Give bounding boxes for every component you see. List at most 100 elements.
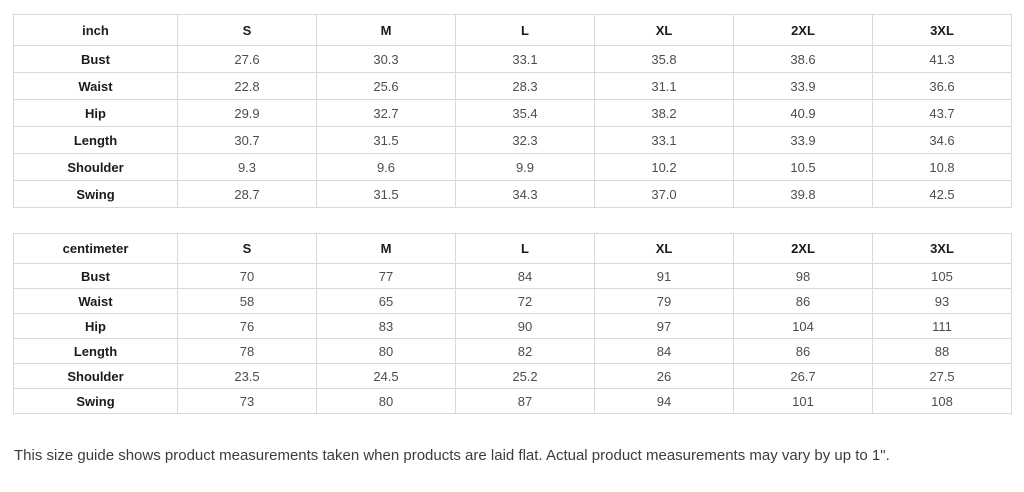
value-cell: 25.2 [455,363,595,389]
row-label-cell: Shoulder [13,153,178,181]
value-cell: 9.3 [177,153,317,181]
row-label-cell: Waist [13,72,178,100]
value-cell: 28.3 [455,72,595,100]
size-table-centimeter: centimeter S M L XL 2XL 3XL Bust 70 77 84 91 98 105 Wa… [13,233,1012,414]
value-cell: 86 [733,288,873,314]
value-cell: 33.9 [733,126,873,154]
row-label-cell: Hip [13,313,178,339]
row-label-cell: Hip [13,99,178,127]
value-cell: 58 [177,288,317,314]
value-cell: 32.3 [455,126,595,154]
value-cell: 104 [733,313,873,339]
value-cell: 10.2 [594,153,734,181]
value-cell: 70 [177,263,317,289]
unit-header-cell: centimeter [13,233,178,264]
table-row: Hip 29.9 32.7 35.4 38.2 40.9 43.7 [13,99,1012,127]
table-row: Shoulder 23.5 24.5 25.2 26 26.7 27.5 [13,363,1012,389]
value-cell: 86 [733,338,873,364]
row-label-cell: Swing [13,180,178,208]
size-guide-note: This size guide shows product measuremen… [14,447,890,464]
value-cell: 43.7 [872,99,1012,127]
value-cell: 33.9 [733,72,873,100]
value-cell: 39.8 [733,180,873,208]
size-header-cell: 2XL [733,233,873,264]
value-cell: 33.1 [594,126,734,154]
value-cell: 93 [872,288,1012,314]
size-header-cell: M [316,233,456,264]
value-cell: 30.3 [316,45,456,73]
size-header-cell: XL [594,233,734,264]
value-cell: 34.3 [455,180,595,208]
value-cell: 28.7 [177,180,317,208]
value-cell: 27.6 [177,45,317,73]
value-cell: 26.7 [733,363,873,389]
table-row: Hip 76 83 90 97 104 111 [13,313,1012,339]
value-cell: 90 [455,313,595,339]
value-cell: 35.8 [594,45,734,73]
value-cell: 40.9 [733,99,873,127]
value-cell: 27.5 [872,363,1012,389]
table-header-row: centimeter S M L XL 2XL 3XL [13,233,1012,264]
size-header-cell: L [455,14,595,46]
value-cell: 101 [733,388,873,414]
value-cell: 72 [455,288,595,314]
size-header-cell: L [455,233,595,264]
value-cell: 33.1 [455,45,595,73]
value-cell: 9.6 [316,153,456,181]
size-guide-section: inch S M L XL 2XL 3XL Bust 27.6 30.3 33.1 35.8 38.6 4… [13,14,1012,464]
value-cell: 97 [594,313,734,339]
value-cell: 82 [455,338,595,364]
table-row: Length 78 80 82 84 86 88 [13,338,1012,364]
size-header-cell: 2XL [733,14,873,46]
value-cell: 65 [316,288,456,314]
value-cell: 88 [872,338,1012,364]
size-header-cell: XL [594,14,734,46]
table-row: Swing 28.7 31.5 34.3 37.0 39.8 42.5 [13,180,1012,208]
value-cell: 22.8 [177,72,317,100]
value-cell: 36.6 [872,72,1012,100]
size-header-cell: M [316,14,456,46]
size-header-cell: 3XL [872,233,1012,264]
table-row: Bust 27.6 30.3 33.1 35.8 38.6 41.3 [13,45,1012,73]
table-row: Waist 58 65 72 79 86 93 [13,288,1012,314]
value-cell: 108 [872,388,1012,414]
size-table-inch: inch S M L XL 2XL 3XL Bust 27.6 30.3 33.1 35.8 38.6 4… [13,14,1012,208]
row-label-cell: Swing [13,388,178,414]
value-cell: 87 [455,388,595,414]
value-cell: 26 [594,363,734,389]
value-cell: 41.3 [872,45,1012,73]
row-label-cell: Bust [13,45,178,73]
value-cell: 94 [594,388,734,414]
value-cell: 98 [733,263,873,289]
value-cell: 78 [177,338,317,364]
value-cell: 10.5 [733,153,873,181]
value-cell: 31.1 [594,72,734,100]
table-header-row: inch S M L XL 2XL 3XL [13,14,1012,46]
row-label-cell: Shoulder [13,363,178,389]
table-row: Bust 70 77 84 91 98 105 [13,263,1012,289]
value-cell: 31.5 [316,126,456,154]
value-cell: 30.7 [177,126,317,154]
value-cell: 24.5 [316,363,456,389]
table-row: Waist 22.8 25.6 28.3 31.1 33.9 36.6 [13,72,1012,100]
value-cell: 10.8 [872,153,1012,181]
value-cell: 73 [177,388,317,414]
value-cell: 35.4 [455,99,595,127]
value-cell: 84 [455,263,595,289]
value-cell: 77 [316,263,456,289]
value-cell: 29.9 [177,99,317,127]
value-cell: 38.6 [733,45,873,73]
value-cell: 42.5 [872,180,1012,208]
table-row: Shoulder 9.3 9.6 9.9 10.2 10.5 10.8 [13,153,1012,181]
value-cell: 9.9 [455,153,595,181]
size-header-cell: S [177,14,317,46]
value-cell: 38.2 [594,99,734,127]
unit-header-cell: inch [13,14,178,46]
value-cell: 83 [316,313,456,339]
table-row: Swing 73 80 87 94 101 108 [13,388,1012,414]
row-label-cell: Bust [13,263,178,289]
value-cell: 32.7 [316,99,456,127]
value-cell: 79 [594,288,734,314]
value-cell: 80 [316,338,456,364]
row-label-cell: Length [13,126,178,154]
